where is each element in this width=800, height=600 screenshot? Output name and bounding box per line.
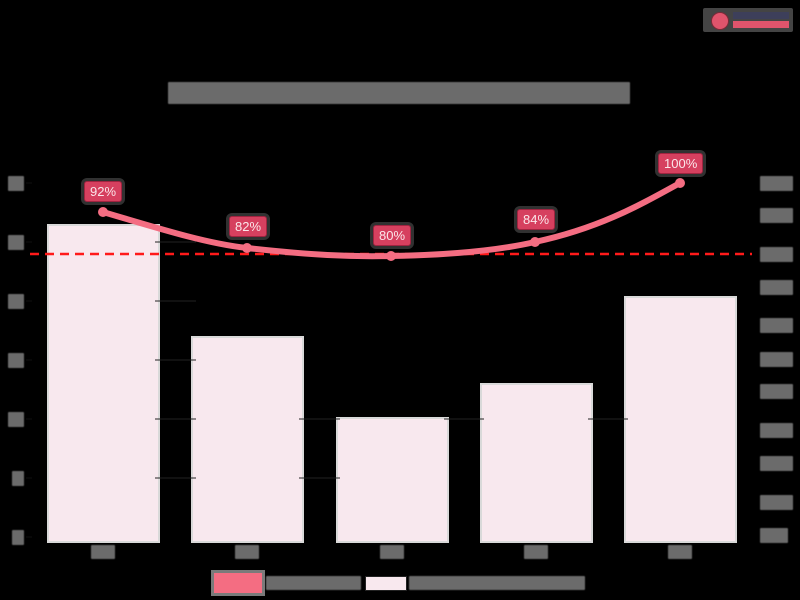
legend-label-bar: (obscured bar series)	[409, 576, 585, 590]
right-axis-tick	[760, 423, 793, 438]
right-axis-tick	[760, 208, 793, 223]
right-axis-tick	[760, 528, 788, 543]
x-axis-tick: (obscured)	[91, 545, 115, 559]
data-label-1: 92%	[84, 181, 123, 202]
bar-1	[47, 224, 160, 543]
bar-3	[336, 417, 449, 543]
left-axis-tick	[8, 412, 24, 427]
legend-label-line: (obscured line series)	[266, 576, 361, 590]
legend-swatch-bar	[365, 576, 407, 591]
right-axis-tick	[760, 352, 793, 367]
right-axis-tick	[760, 176, 793, 191]
bar-2	[191, 336, 304, 543]
right-axis-tick	[760, 318, 793, 333]
legend-swatch-line	[214, 573, 262, 593]
right-axis-tick	[760, 247, 793, 262]
x-axis-tick: (obscured)	[668, 545, 692, 559]
bar-series	[47, 224, 737, 543]
chart-title: (obscured)	[168, 82, 630, 104]
legend: (obscured line series) (obscured bar ser…	[208, 570, 585, 596]
right-axis-tick	[760, 456, 793, 471]
brand-logo	[703, 8, 793, 32]
left-axis-tick	[8, 294, 24, 309]
data-label-2: 82%	[229, 216, 268, 237]
left-axis-tick	[12, 530, 24, 545]
right-axis-tick	[760, 495, 793, 510]
right-axis-tick	[760, 384, 793, 399]
bar-5	[624, 296, 737, 543]
bar-4	[480, 383, 593, 543]
left-axis-tick	[8, 176, 24, 191]
x-axis-tick: (obscured)	[524, 545, 548, 559]
left-axis-tick	[8, 235, 24, 250]
left-axis-tick	[12, 471, 24, 486]
data-label-5: 100%	[658, 153, 704, 174]
x-axis-tick: (obscured)	[235, 545, 259, 559]
data-label-4: 84%	[517, 209, 556, 230]
right-axis-tick	[760, 280, 793, 295]
data-label-3: 80%	[373, 225, 412, 246]
logo-globe-icon	[711, 12, 729, 30]
left-axis-tick	[8, 353, 24, 368]
x-axis-tick: (obscured)	[380, 545, 404, 559]
